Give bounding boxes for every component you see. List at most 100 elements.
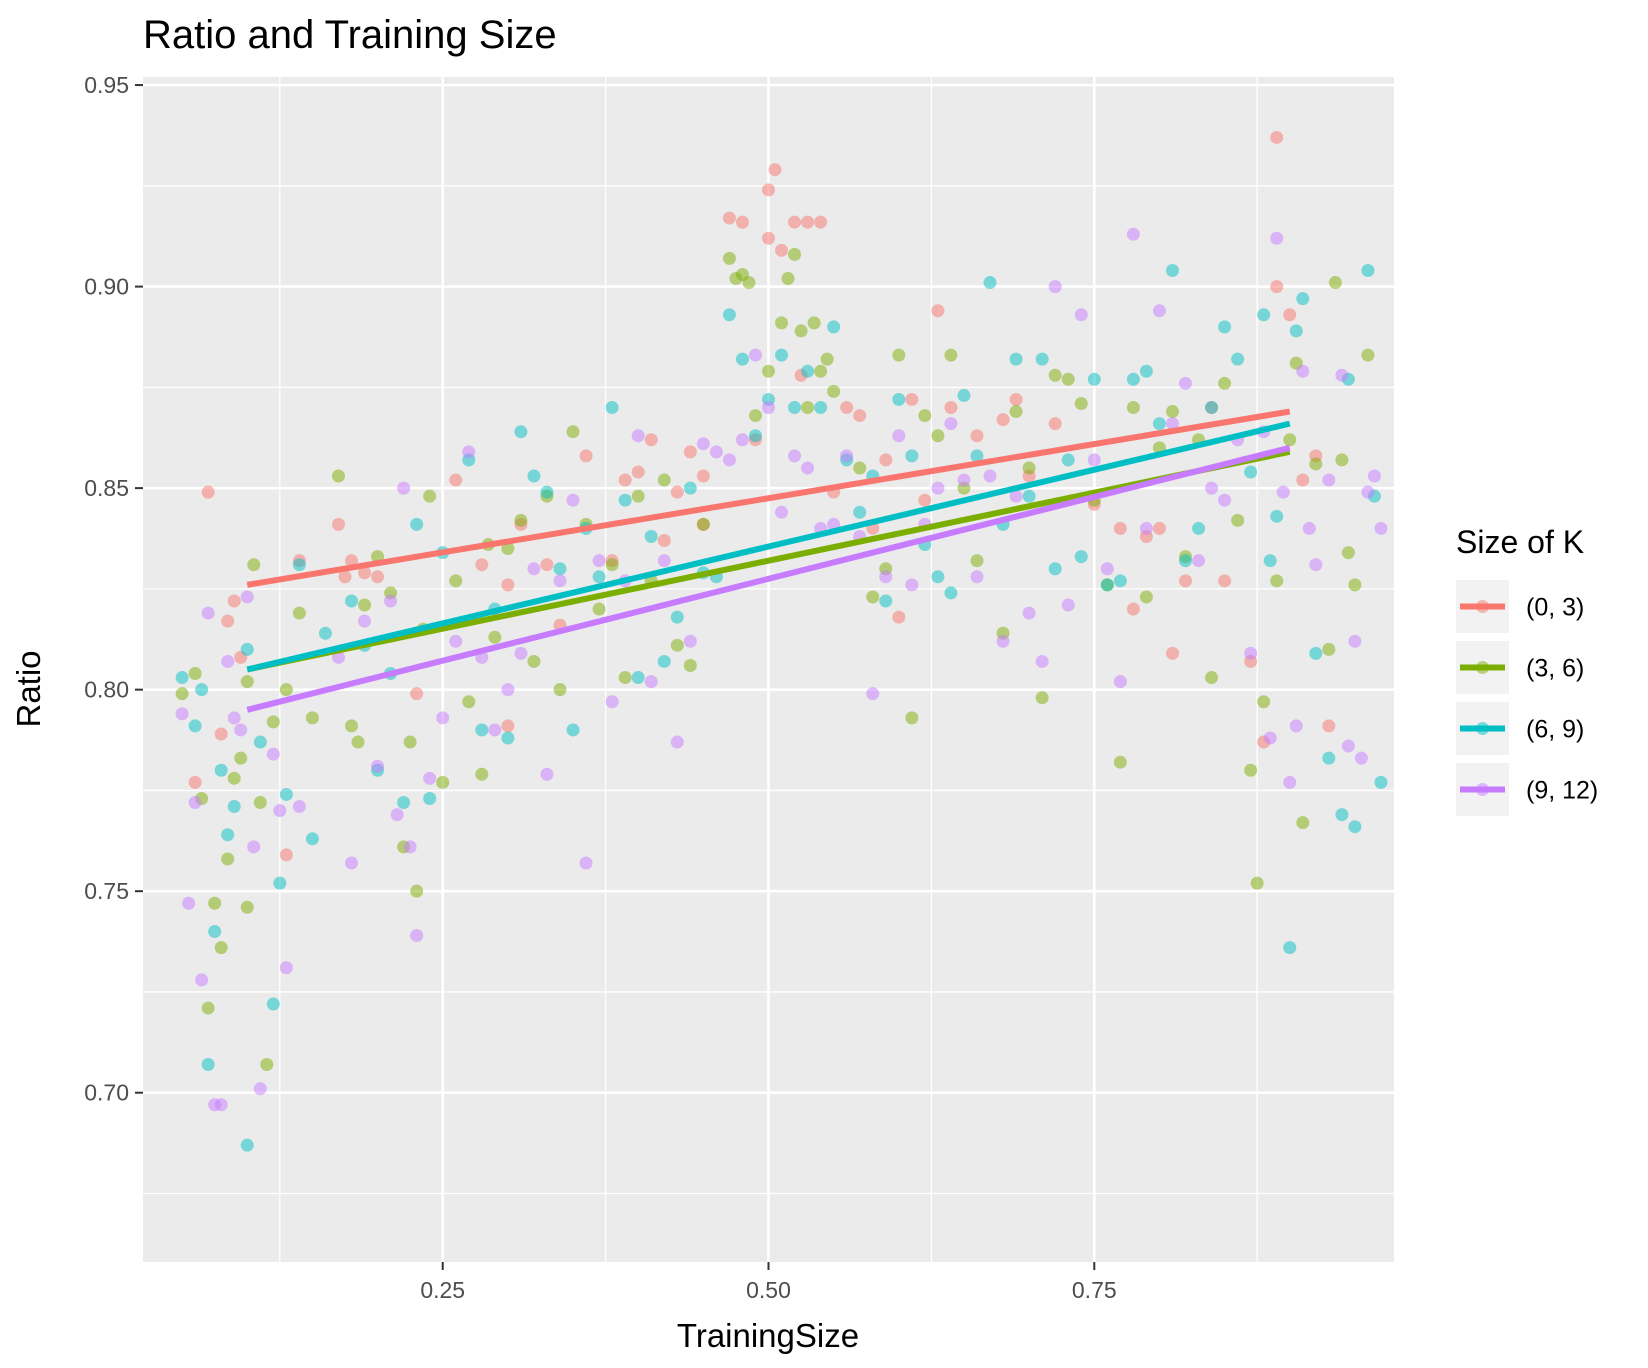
data-point-series-4	[970, 570, 984, 584]
data-point-series-1	[201, 485, 215, 499]
data-point-series-4	[1048, 280, 1062, 294]
data-point-series-3	[227, 800, 241, 814]
data-point-series-3	[318, 626, 332, 640]
data-point-series-3	[240, 1138, 254, 1152]
data-point-series-4	[1341, 739, 1355, 753]
legend-label: (9, 12)	[1526, 777, 1598, 805]
plot-panel	[143, 77, 1394, 1262]
data-point-series-2	[827, 384, 841, 398]
data-point-series-3	[801, 364, 815, 378]
y-tick-label: 0.95	[84, 72, 129, 98]
data-point-series-4	[579, 856, 593, 870]
data-point-series-3	[1087, 372, 1101, 386]
trend-line-series-1	[246, 408, 1291, 588]
data-point-series-3	[410, 517, 424, 531]
data-point-series-4	[1100, 562, 1114, 576]
data-point-series-1	[970, 429, 984, 443]
data-point-series-4	[996, 634, 1010, 648]
data-point-series-4	[657, 554, 671, 568]
data-point-series-4	[892, 429, 906, 443]
y-tick-label: 0.90	[84, 274, 129, 300]
data-point-series-3	[775, 348, 789, 362]
data-point-series-2	[683, 658, 697, 672]
data-point-series-1	[905, 392, 919, 406]
data-point-series-4	[605, 695, 619, 709]
data-point-series-4	[488, 723, 502, 737]
data-point-series-3	[292, 558, 306, 572]
data-point-series-1	[683, 445, 697, 459]
data-point-series-3	[1061, 453, 1075, 467]
data-point-series-4	[1276, 485, 1290, 499]
major-gridlines	[143, 77, 1394, 1262]
data-point-series-1	[1296, 473, 1310, 487]
data-point-series-3	[618, 493, 632, 507]
data-point-series-4	[1244, 646, 1258, 660]
data-point-series-3	[1009, 352, 1023, 366]
y-tick-label: 0.75	[84, 878, 129, 904]
data-point-series-1	[1048, 417, 1062, 431]
y-tick-label: 0.85	[84, 475, 129, 501]
legend-title: Size of K	[1456, 524, 1584, 560]
data-point-series-2	[1022, 461, 1036, 475]
data-point-series-3	[592, 570, 606, 584]
data-point-series-4	[696, 437, 710, 451]
data-point-series-3	[631, 671, 645, 685]
data-point-series-3	[214, 763, 228, 777]
data-point-series-3	[1283, 941, 1297, 955]
data-point-series-2	[462, 695, 476, 709]
data-point-series-3	[644, 529, 658, 543]
data-point-series-4	[292, 800, 306, 814]
chart-title: Ratio and Training Size	[143, 13, 557, 57]
data-point-series-4	[1302, 521, 1316, 535]
data-point-series-2	[1035, 691, 1049, 705]
data-point-series-1	[1283, 308, 1297, 322]
data-point-series-3	[1335, 808, 1349, 822]
legend-item: (9, 12)	[1456, 763, 1598, 816]
data-point-series-3	[683, 481, 697, 495]
data-point-series-2	[436, 775, 450, 789]
y-axis-title: Ratio	[10, 650, 47, 727]
data-point-series-2	[1257, 695, 1271, 709]
data-point-series-2	[742, 276, 756, 290]
data-point-series-3	[345, 594, 358, 608]
data-point-series-2	[905, 711, 919, 725]
data-point-series-3	[1309, 646, 1323, 660]
data-point-series-3	[1257, 308, 1271, 322]
data-point-series-4	[840, 449, 854, 463]
legend-key-point	[1476, 600, 1489, 613]
data-point-series-4	[358, 614, 372, 628]
data-point-series-3	[905, 449, 919, 463]
data-point-series-1	[338, 570, 352, 584]
data-point-series-1	[501, 578, 515, 592]
data-point-series-1	[840, 401, 854, 415]
data-point-series-2	[592, 602, 606, 616]
legend-keys: (0, 3) (3, 6) (6, 9) (9, 12)	[1456, 580, 1598, 816]
data-point-series-4	[566, 493, 580, 507]
data-point-series-4	[735, 433, 749, 447]
data-point-series-1	[670, 485, 684, 499]
data-point-series-4	[221, 654, 235, 668]
trend-line-series-3	[246, 420, 1291, 673]
data-point-series-1	[631, 465, 645, 479]
data-point-series-3	[892, 392, 906, 406]
data-point-series-2	[234, 751, 248, 765]
data-point-series-2	[527, 654, 541, 668]
data-point-series-2	[670, 638, 684, 652]
data-point-series-2	[208, 896, 222, 910]
data-point-series-1	[279, 848, 293, 862]
data-point-series-1	[579, 449, 593, 463]
data-point-series-4	[234, 723, 248, 737]
data-point-series-3	[970, 449, 984, 463]
data-point-series-2	[1348, 578, 1362, 592]
data-point-series-3	[273, 876, 287, 890]
legend-item: (6, 9)	[1456, 702, 1584, 755]
data-point-series-1	[227, 594, 241, 608]
data-point-series-2	[1309, 457, 1323, 471]
data-point-series-1	[1152, 521, 1166, 535]
data-point-series-2	[696, 517, 710, 531]
data-point-series-4	[553, 574, 567, 588]
data-point-series-4	[748, 348, 762, 362]
legend-label: (6, 9)	[1526, 716, 1584, 744]
data-point-series-2	[403, 735, 417, 749]
data-point-series-4	[540, 767, 554, 781]
